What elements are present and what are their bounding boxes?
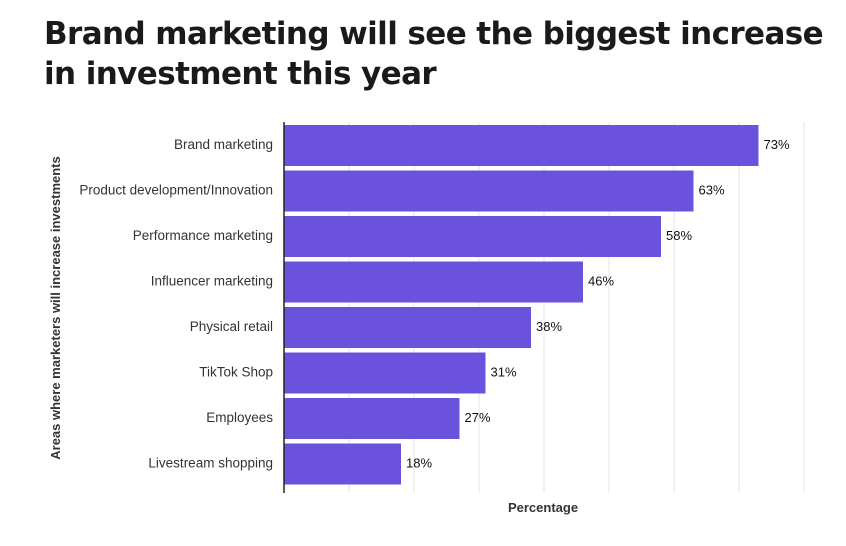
value-label: 46% <box>588 273 614 288</box>
category-label: Employees <box>206 410 273 425</box>
chart-title: Brand marketing will see the biggest inc… <box>44 16 824 92</box>
value-label: 18% <box>406 455 432 470</box>
category-label: Influencer marketing <box>151 274 273 289</box>
bar <box>284 398 460 439</box>
y-axis-title: Areas where marketers will increase inve… <box>48 156 63 460</box>
bar <box>284 443 401 485</box>
value-label: 27% <box>465 410 491 425</box>
category-label: Product development/Innovation <box>79 183 273 198</box>
bar <box>284 352 486 394</box>
bar <box>284 307 531 348</box>
value-label: 63% <box>699 182 725 197</box>
category-label: Performance marketing <box>133 228 273 243</box>
bar <box>284 125 759 166</box>
x-axis-title: Percentage <box>508 500 578 515</box>
bar <box>284 170 694 212</box>
category-label: Physical retail <box>190 319 273 334</box>
bars <box>284 125 759 485</box>
category-labels: Brand marketing Product development/Innov… <box>79 137 273 471</box>
category-label: Livestream shopping <box>148 456 273 471</box>
category-label: Brand marketing <box>174 137 273 152</box>
value-labels: 73% 63% 58% 46% 38% 31% 27% 18% <box>406 137 790 471</box>
bar <box>284 261 583 303</box>
value-label: 38% <box>536 319 562 334</box>
value-label: 73% <box>764 137 790 152</box>
value-label: 31% <box>491 364 517 379</box>
value-label: 58% <box>666 228 692 243</box>
bar <box>284 216 661 257</box>
category-label: TikTok Shop <box>199 365 273 380</box>
